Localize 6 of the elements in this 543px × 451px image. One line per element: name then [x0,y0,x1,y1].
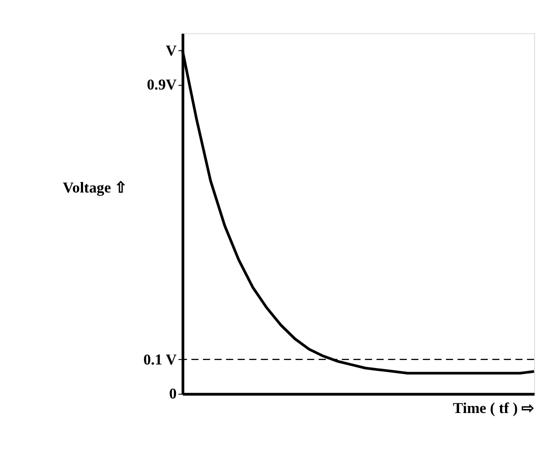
x-axis-title: Time ( tf ) ⇨ [452,400,535,417]
y-tick-label: 0 [169,386,177,403]
y-tick-label: V [166,43,177,60]
y-axis-title: Voltage ⇧ [62,180,128,196]
y-tick-label: 0.1 V [143,352,177,368]
y-tick-label: 0.9V [146,78,177,94]
